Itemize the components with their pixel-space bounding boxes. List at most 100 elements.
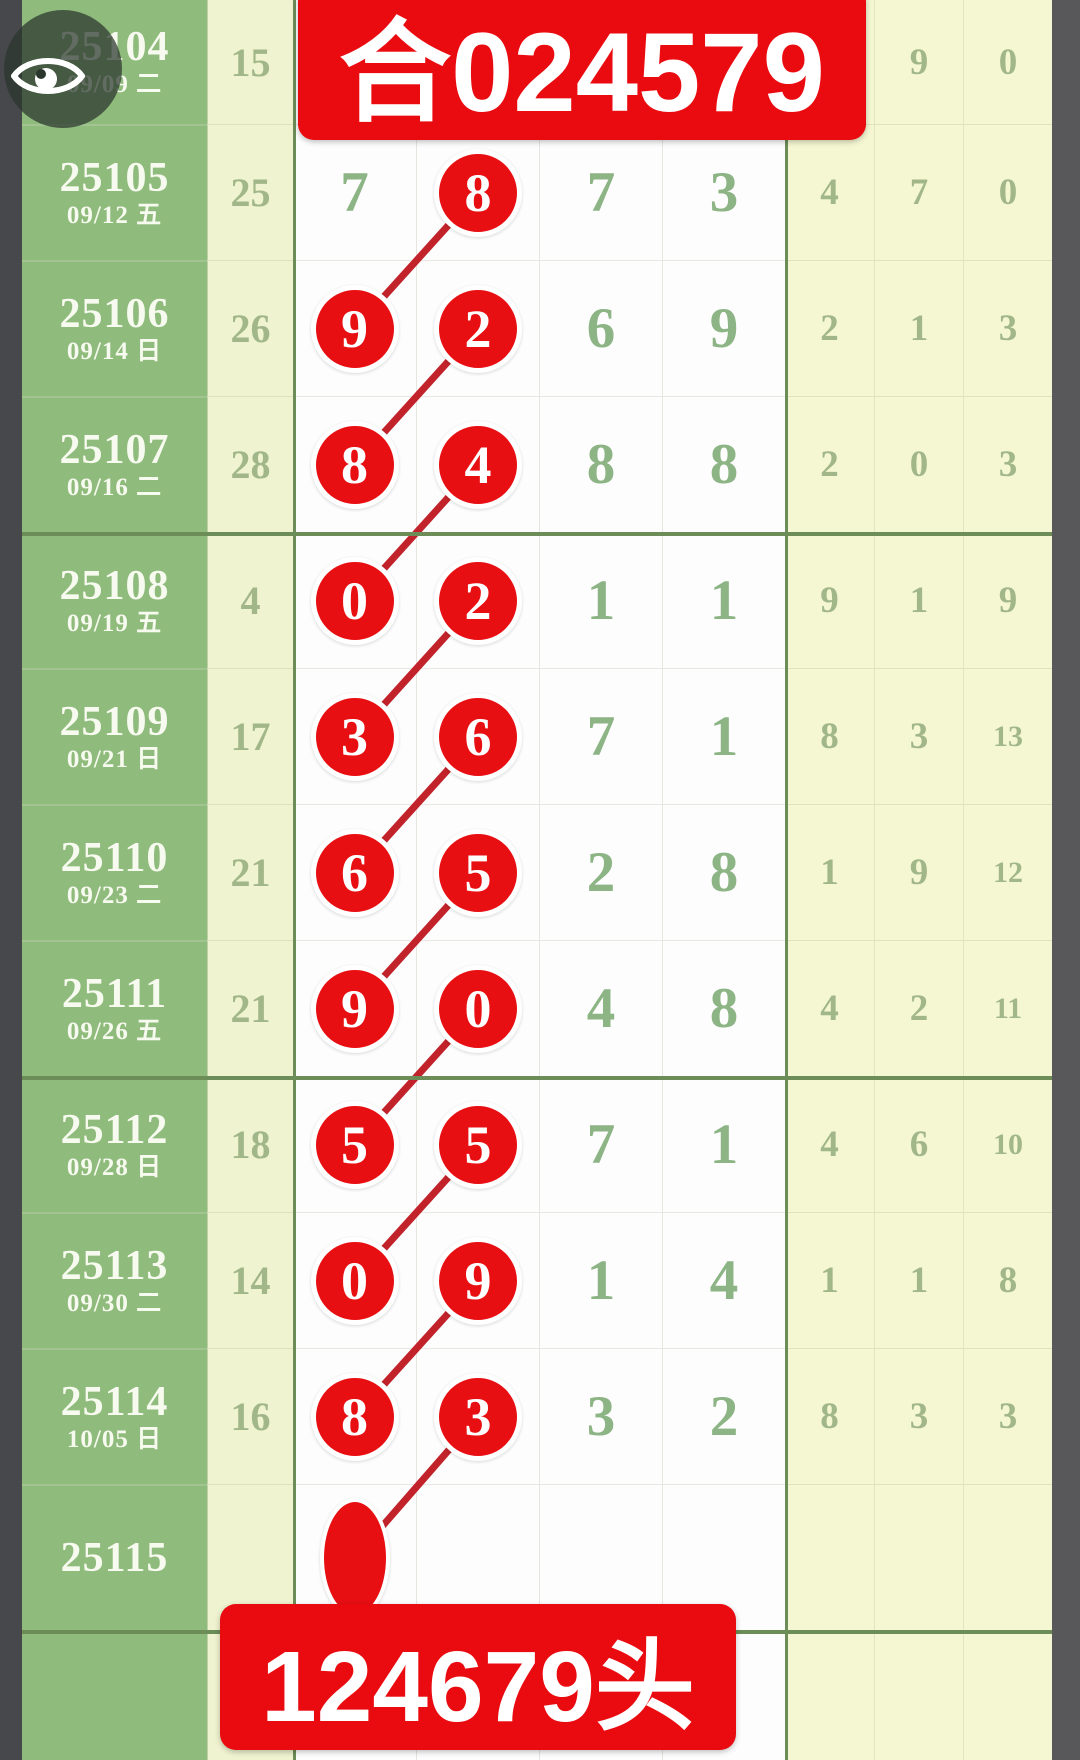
digit-circle: 5: [311, 1101, 399, 1189]
digit-circle: 8: [311, 421, 399, 509]
stat-value: 8: [820, 715, 839, 758]
span-cell: 21: [207, 804, 293, 940]
stat-value: 1: [910, 579, 929, 622]
stat-value: 1: [820, 1259, 839, 1302]
digit-cell: 1: [662, 532, 785, 668]
issue-number: 25114: [61, 1379, 169, 1425]
issue-cell: 2510809/19 五: [22, 532, 207, 668]
lottery-trend-chart-screen: 2510409/09 二15902510509/12 五257873470251…: [0, 0, 1080, 1760]
digit-value: 1: [587, 1248, 616, 1313]
stat-value: 10: [993, 1128, 1023, 1162]
eye-icon: [10, 50, 86, 102]
stat-value: 3: [999, 443, 1018, 486]
stat-cell: 12: [963, 804, 1052, 940]
stat-cell: 3: [963, 396, 1052, 532]
digit-cell: 7: [539, 1076, 662, 1212]
issue-cell: 2510709/16 二: [22, 396, 207, 532]
issue-number: 25113: [61, 1243, 169, 1289]
stat-cell: 9: [963, 532, 1052, 668]
stat-cell: 11: [963, 940, 1052, 1076]
digit-value: 9: [710, 296, 739, 361]
span-cell: 21: [207, 940, 293, 1076]
issue-number: 25110: [61, 835, 169, 881]
digit-value: 3: [587, 1384, 616, 1449]
stat-value: 11: [994, 992, 1022, 1026]
digit-cell: 3: [539, 1348, 662, 1484]
draw-row-25114: 2511410/05 日168332833: [22, 1348, 1052, 1484]
digit-value: 3: [710, 160, 739, 225]
issue-cell: 2511009/23 二: [22, 804, 207, 940]
footer-stat-cell: [963, 1630, 1052, 1760]
draw-date: 09/21 日: [67, 745, 162, 775]
digit-value: 1: [587, 568, 616, 633]
stat-value: 2: [820, 307, 839, 350]
digit-cell: 8: [662, 804, 785, 940]
draw-date: 09/12 五: [67, 201, 162, 231]
digit-circle: 6: [434, 693, 522, 781]
issue-cell: 2511209/28 日: [22, 1076, 207, 1212]
draw-row-25109: 2510909/21 日1736718313: [22, 668, 1052, 804]
stat-value: 7: [910, 171, 929, 214]
stat-value: 8: [820, 1395, 839, 1438]
issue-number: 25109: [60, 699, 170, 745]
digit-cell: 6: [539, 260, 662, 396]
footer-label-cell: [22, 1630, 207, 1760]
issue-number: 25105: [60, 155, 170, 201]
digit-value: 1: [710, 704, 739, 769]
issue-cell: 2510609/14 日: [22, 260, 207, 396]
digit-cell: 9: [662, 260, 785, 396]
span-cell: 25: [207, 124, 293, 260]
digit-cell: 2: [662, 1348, 785, 1484]
stat-value: 4: [820, 171, 839, 214]
stat-cell: [874, 1484, 963, 1630]
stat-cell: 9: [785, 532, 874, 668]
stat-cell: 8: [963, 1212, 1052, 1348]
stat-cell: 3: [874, 1348, 963, 1484]
group-divider-2: [22, 1076, 1052, 1080]
digit-value: 7: [587, 160, 616, 225]
stat-value: 2: [910, 987, 929, 1030]
draw-row-25107: 2510709/16 二288488203: [22, 396, 1052, 532]
issue-number: 25108: [60, 563, 170, 609]
span-cell: 26: [207, 260, 293, 396]
draw-row-25112: 2511209/28 日1855714610: [22, 1076, 1052, 1212]
white-section-left-border: [293, 0, 296, 1760]
issue-cell: 2511109/26 五: [22, 940, 207, 1076]
stat-value: 1: [910, 307, 929, 350]
stat-cell: 1: [874, 532, 963, 668]
draw-row-25111: 2511109/26 五2190484211: [22, 940, 1052, 1076]
stat-value: 3: [910, 1395, 929, 1438]
eye-visibility-button[interactable]: [4, 10, 122, 128]
stat-cell: 8: [785, 668, 874, 804]
digit-value: 1: [710, 568, 739, 633]
span-cell: 18: [207, 1076, 293, 1212]
draw-date: 09/30 二: [67, 1289, 162, 1319]
digit-value: 6: [587, 296, 616, 361]
span-cell: 4: [207, 532, 293, 668]
digit-value: 8: [710, 976, 739, 1041]
head-prediction-banner: 124679头: [220, 1604, 736, 1750]
stat-cell: 2: [874, 940, 963, 1076]
stat-value: 8: [999, 1259, 1018, 1302]
digit-value: 4: [710, 1248, 739, 1313]
issue-number: 25112: [61, 1107, 169, 1153]
digit-cell: 3: [662, 124, 785, 260]
stat-cell: 3: [963, 1348, 1052, 1484]
stat-cell: 8: [785, 1348, 874, 1484]
digit-circle: 9: [311, 965, 399, 1053]
digit-circle: 0: [311, 557, 399, 645]
digit-circle: 8: [434, 149, 522, 237]
stat-cell: 9: [874, 0, 963, 124]
span-cell: 28: [207, 396, 293, 532]
stat-cell: 1: [785, 1212, 874, 1348]
draw-row-25108: 2510809/19 五40211919: [22, 532, 1052, 668]
draw-row-25110: 2511009/23 二2165281912: [22, 804, 1052, 940]
digit-cell: 4: [539, 940, 662, 1076]
stat-cell: 3: [874, 668, 963, 804]
digit-circle: 3: [311, 693, 399, 781]
stat-value: 0: [910, 443, 929, 486]
draw-date: 10/05 日: [67, 1425, 162, 1455]
stat-cell: [785, 1484, 874, 1630]
span-cell: 17: [207, 668, 293, 804]
issue-cell: 2510909/21 日: [22, 668, 207, 804]
